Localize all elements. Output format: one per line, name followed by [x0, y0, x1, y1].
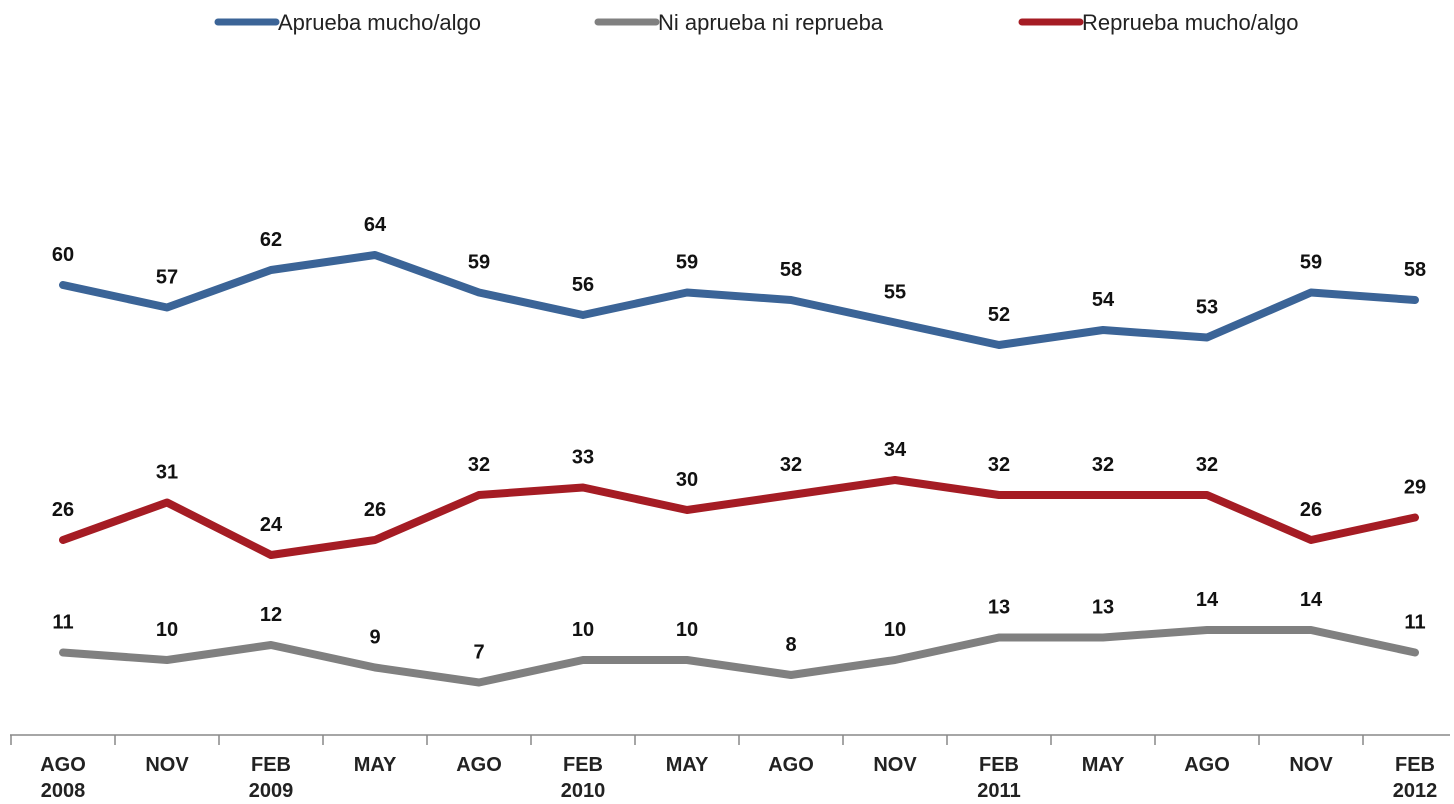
x-tick-label: NOV: [1289, 754, 1333, 776]
data-label: 54: [1092, 289, 1115, 311]
data-label: 57: [156, 267, 178, 289]
data-label: 10: [676, 619, 698, 641]
data-label: 52: [988, 304, 1010, 326]
data-label: 32: [468, 454, 490, 476]
legend-label: Ni aprueba ni reprueba: [658, 10, 884, 35]
data-label: 13: [1092, 597, 1114, 619]
data-label: 14: [1196, 589, 1219, 611]
legend-label: Aprueba mucho/algo: [278, 10, 481, 35]
data-label: 32: [780, 454, 802, 476]
data-label: 24: [260, 514, 283, 536]
data-label: 59: [676, 252, 698, 274]
data-label: 13: [988, 597, 1010, 619]
data-label: 55: [884, 282, 906, 304]
data-label: 34: [884, 439, 907, 461]
data-label: 11: [52, 612, 73, 634]
data-label: 62: [260, 229, 282, 251]
x-tick-label: FEB 2010: [560, 754, 606, 802]
data-label: 58: [1404, 259, 1426, 281]
data-label: 32: [988, 454, 1010, 476]
x-tick-label: NOV: [145, 754, 189, 776]
x-tick-label: MAY: [353, 754, 397, 776]
x-tick-label: MAY: [1081, 754, 1125, 776]
data-label: 59: [1300, 252, 1322, 274]
x-tick-label: AGO: [1184, 754, 1230, 776]
data-label: 58: [780, 259, 802, 281]
data-label: 59: [468, 252, 490, 274]
data-label: 53: [1196, 297, 1218, 319]
data-label: 14: [1300, 589, 1323, 611]
data-label: 12: [260, 604, 282, 626]
data-label: 26: [364, 499, 386, 521]
series-line: [59, 626, 1419, 687]
data-label: 26: [1300, 499, 1322, 521]
series-line: [59, 251, 1419, 349]
x-tick-label: MAY: [665, 754, 709, 776]
data-label: 10: [572, 619, 594, 641]
data-label: 33: [572, 447, 594, 469]
data-label: 29: [1404, 477, 1426, 499]
data-label: 9: [369, 627, 380, 649]
data-label: 32: [1196, 454, 1218, 476]
x-tick-label: AGO: [768, 754, 814, 776]
data-label: 60: [52, 244, 74, 266]
data-label: 26: [52, 499, 74, 521]
x-tick-label: FEB 2009: [248, 754, 294, 802]
series-line: [59, 476, 1419, 559]
data-label: 64: [364, 214, 387, 236]
data-label: 11: [1404, 612, 1425, 634]
data-label: 10: [884, 619, 906, 641]
x-tick-label: AGO: [456, 754, 502, 776]
x-tick-label: FEB 2011: [977, 754, 1021, 802]
data-label: 56: [572, 274, 594, 296]
data-label: 7: [473, 642, 484, 664]
data-label: 31: [156, 462, 178, 484]
data-label: 10: [156, 619, 178, 641]
data-label: 32: [1092, 454, 1114, 476]
x-tick-label: AGO 2008: [40, 754, 86, 802]
legend-label: Reprueba mucho/algo: [1082, 10, 1298, 35]
data-label: 8: [785, 634, 796, 656]
x-tick-label: NOV: [873, 754, 917, 776]
data-label: 30: [676, 469, 698, 491]
x-tick-label: FEB 2012: [1392, 754, 1438, 802]
